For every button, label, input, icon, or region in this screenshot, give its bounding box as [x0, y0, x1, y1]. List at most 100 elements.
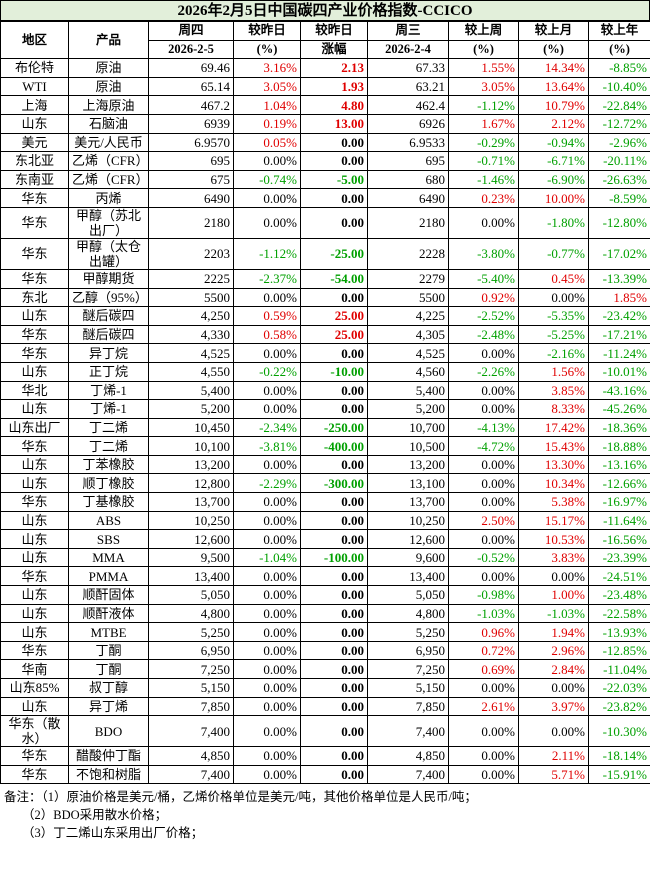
table-cell: 0.00 [300, 622, 368, 642]
table-cell: -5.35% [518, 306, 589, 326]
table-cell: 0.00% [518, 678, 589, 698]
table-cell: 3.16% [233, 58, 301, 78]
table-cell: 10.00% [518, 188, 589, 208]
table-cell: 丁酮 [68, 659, 149, 679]
table-cell: -24.51% [588, 566, 650, 587]
table-cell: -2.26% [448, 361, 519, 382]
table-cell: 丁二烯 [68, 436, 149, 456]
table-cell: 13,400 [367, 566, 449, 587]
table-row: 山东 醚后碳四 4,250 0.59% 25.00 4,225 -2.52% -5.35% -2… [0, 306, 650, 326]
header-cell: 周四 [148, 21, 234, 41]
table-row: 东北 乙醇（95%） 5500 0.00% 0.00 5500 0.92% 0.00% 1.85… [0, 287, 650, 308]
table-cell: 0.00 [300, 764, 368, 785]
table-cell: 东北亚 [0, 151, 69, 171]
table-cell: 1.04% [233, 95, 301, 115]
table-cell: 丙烯 [68, 188, 149, 208]
table-row: 华东 甲醇期货 2225 -2.37% -54.00 2279 -5.40% 0.45% -13… [0, 268, 650, 289]
table-cell: 13,400 [148, 566, 234, 587]
table-cell: 6.9570 [148, 132, 234, 153]
table-row: 山东 丁苯橡胶 13,200 0.00% 0.00 13,200 0.00% 13.30% -1… [0, 454, 650, 475]
table-cell: -3.80% [448, 237, 519, 270]
table-cell: 0.00% [233, 492, 301, 512]
table-cell: 0.00 [300, 287, 368, 308]
table-cell: -13.16% [588, 454, 650, 475]
table-cell: 2180 [148, 206, 234, 239]
table-cell: MMA [68, 547, 149, 568]
table-cell: 4,800 [148, 603, 234, 624]
table-cell: -18.14% [588, 746, 650, 766]
table-row: 华东 PMMA 13,400 0.00% 0.00 13,400 0.00% 0.00% -24… [0, 566, 650, 587]
table-cell: 0.00 [300, 492, 368, 512]
table-row: 华东 丙烯 6490 0.00% 0.00 6490 0.23% 10.00% -8.59% [0, 188, 650, 208]
table-cell: 0.00% [448, 473, 519, 494]
table-cell: 异丁烷 [68, 343, 149, 363]
table-cell: 0.00 [300, 454, 368, 475]
table-cell: 6,950 [367, 640, 449, 661]
table-cell: -54.00 [300, 268, 368, 289]
table-cell: -2.16% [518, 343, 589, 363]
table-cell: SBS [68, 529, 149, 549]
table-cell: 东北 [0, 287, 69, 308]
table-row: 华东 异丁烷 4,525 0.00% 0.00 4,525 0.00% -2.16% -11.2… [0, 343, 650, 363]
table-row: 山东 正丁烷 4,550 -0.22% -10.00 4,560 -2.26% 1.56% -1… [0, 361, 650, 382]
table-cell: -1.04% [233, 547, 301, 568]
table-cell: 5.71% [518, 764, 589, 785]
table-row: 上海 上海原油 467.2 1.04% 4.80 462.4 -1.12% 10.79% -22… [0, 95, 650, 115]
table-cell: 0.58% [233, 324, 301, 345]
table-cell: 7,400 [148, 764, 234, 785]
table-cell: -13.39% [588, 268, 650, 289]
table-cell: 0.72% [448, 640, 519, 661]
table-cell: 6,950 [148, 640, 234, 661]
table-cell: 3.05% [233, 76, 301, 97]
table-cell: 7,400 [148, 715, 234, 748]
table-cell: -18.88% [588, 436, 650, 456]
table-cell: 丁烯-1 [68, 399, 149, 419]
table-row: 华东 甲醇（苏北出厂） 2180 0.00% 0.00 2180 0.00% -1.80% -1… [0, 206, 650, 239]
table-cell: 10,500 [367, 436, 449, 456]
table-cell: -2.34% [233, 417, 301, 438]
table-cell: 0.00% [233, 188, 301, 208]
table-cell: 0.00% [448, 206, 519, 239]
table-cell: 5500 [148, 287, 234, 308]
table-cell: 0.00 [300, 640, 368, 661]
table-cell: 2.11% [518, 746, 589, 766]
table-cell: 4,305 [367, 324, 449, 345]
table-cell: 0.00% [233, 746, 301, 766]
table-cell: 山东 [0, 306, 69, 326]
table-cell: 华东 [0, 492, 69, 512]
table-cell: 山东出厂 [0, 417, 69, 438]
table-cell: -400.00 [300, 436, 368, 456]
table-cell: 0.00 [300, 399, 368, 419]
table-cell: -100.00 [300, 547, 368, 568]
table-cell: 顺丁橡胶 [68, 473, 149, 494]
table-cell: 2180 [367, 206, 449, 239]
table-cell: 山东 [0, 529, 69, 549]
table-row: 山东 MMA 9,500 -1.04% -100.00 9,600 -0.52% 3.83% -… [0, 547, 650, 568]
table-cell: 680 [367, 169, 449, 190]
table-cell: 13,200 [148, 454, 234, 475]
table-cell: 不饱和树脂 [68, 764, 149, 785]
table-cell: -10.30% [588, 715, 650, 748]
table-cell: 0.00 [300, 678, 368, 698]
table-cell: 0.00% [233, 622, 301, 642]
table-row: 山东 MTBE 5,250 0.00% 0.00 5,250 0.96% 1.94% -13.9… [0, 622, 650, 642]
table-cell: 0.00% [233, 454, 301, 475]
table-cell: 0.00% [233, 206, 301, 239]
table-cell: -2.37% [233, 268, 301, 289]
table-cell: 0.00% [233, 566, 301, 587]
table-cell: 3.05% [448, 76, 519, 97]
table-cell: 丁苯橡胶 [68, 454, 149, 475]
table-row: 东北亚 乙烯（CFR） 695 0.00% 0.00 695 -0.71% -6.71% -20… [0, 151, 650, 171]
table-row: 华南 丁酮 7,250 0.00% 0.00 7,250 0.69% 2.84% -11.04% [0, 659, 650, 679]
table-cell: 0.00% [448, 678, 519, 698]
table-cell: 7,400 [367, 764, 449, 785]
table-cell: 2225 [148, 268, 234, 289]
table-cell: -1.12% [448, 95, 519, 115]
table-cell: -15.91% [588, 764, 650, 785]
table-row: 华北 丁烯-1 5,400 0.00% 0.00 5,400 0.00% 3.85% -43.1… [0, 380, 650, 401]
table-cell: 0.00% [448, 454, 519, 475]
table-cell: 675 [148, 169, 234, 190]
table-cell: -22.03% [588, 678, 650, 698]
table-cell: 山东 [0, 603, 69, 624]
table-cell: 0.45% [518, 268, 589, 289]
